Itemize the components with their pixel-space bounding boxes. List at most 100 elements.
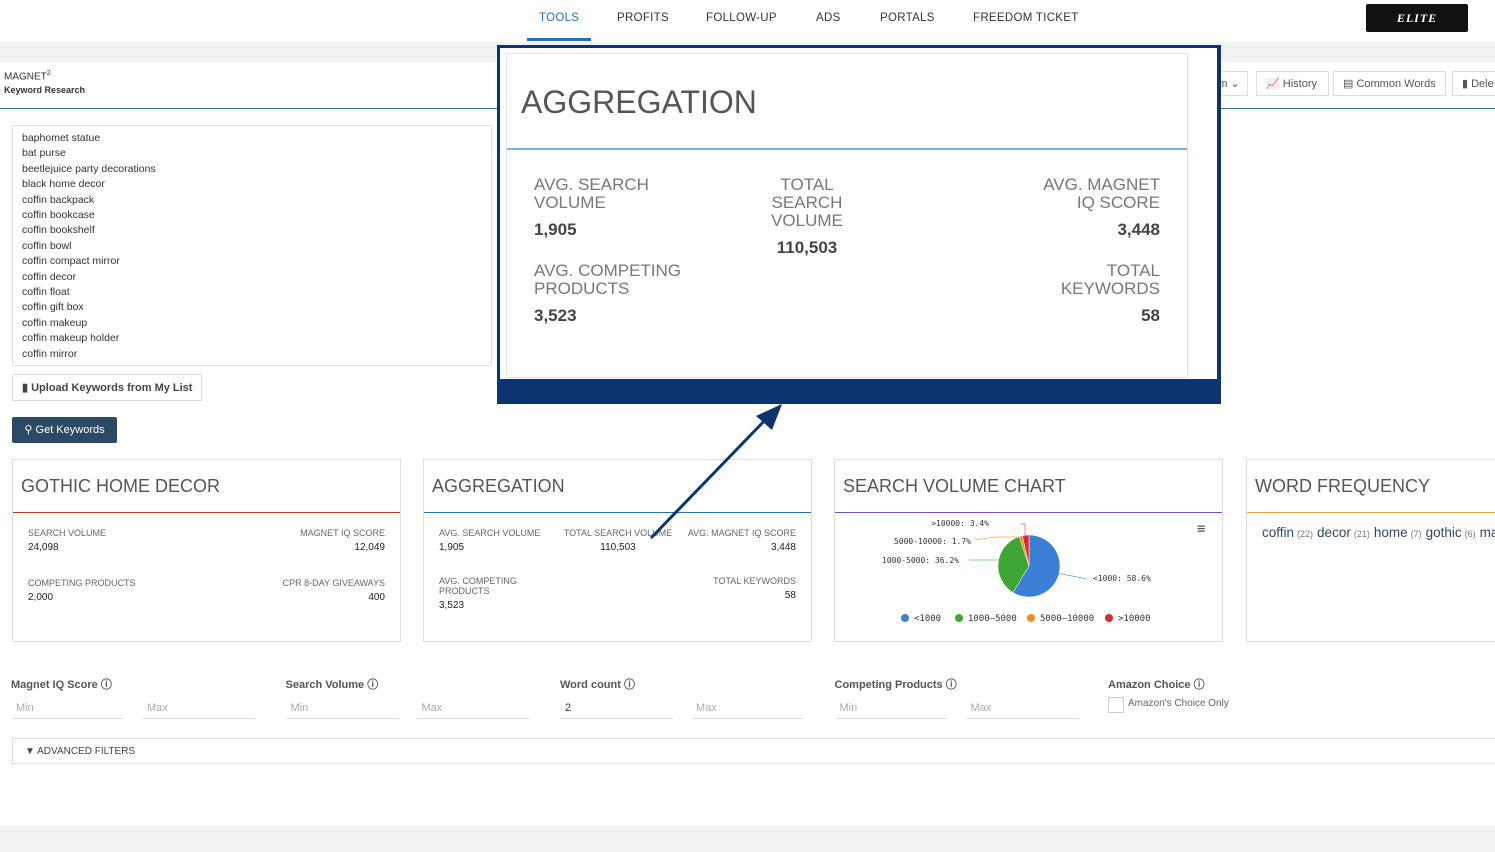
card-rule — [835, 512, 1222, 513]
metric-value: 3,523 — [439, 600, 465, 611]
zoom-metric-label: AVG. SEARCH VOLUME — [534, 175, 649, 212]
pie-slice — [997, 536, 1030, 593]
pie-chart: ≡ <1000: 58.6% 1000-5000: 36.2% 5000-10000… — [882, 519, 1206, 624]
upload-text: Upload Keywords from My List — [31, 382, 193, 394]
keyword-list: baphomet statue bat purse beetlejuice part… — [13, 126, 491, 365]
leader — [974, 536, 1023, 541]
filter-max[interactable]: Max — [691, 697, 804, 719]
card-rule — [1247, 512, 1495, 513]
pie-slice — [1022, 534, 1030, 567]
gothic-card: GOTHIC HOME DECOR SEARCH VOLUME 24,098 MAGN… — [12, 459, 401, 642]
advanced-filters[interactable]: ▼ ADVANCED FILTERS — [12, 738, 1495, 764]
legend-dot — [1105, 614, 1113, 622]
app-title: MAGNET — [4, 71, 47, 83]
nav-item[interactable]: FREEDOM TICKET — [973, 12, 1079, 24]
keyword: coffin float — [22, 286, 70, 299]
zoom-metric-label: AVG. MAGNET IQ SCORE — [1043, 175, 1160, 212]
menu-icon[interactable]: ≡ — [1197, 521, 1205, 537]
filter-min[interactable]: Min — [834, 697, 948, 719]
leader — [1021, 523, 1026, 537]
zoom-metric-label: TOTAL SEARCH VOLUME — [771, 175, 843, 230]
keyword: coffin bookcase — [22, 209, 95, 222]
word: decor — [1317, 525, 1351, 540]
filter-max[interactable]: Max — [142, 697, 255, 719]
word: makeup — [1479, 525, 1495, 540]
metric-value: 3,448 — [770, 542, 796, 553]
keyword: bat purse — [22, 147, 66, 160]
filter-min[interactable]: Min — [285, 697, 399, 719]
app-subtitle: Keyword Research — [4, 85, 86, 96]
metric: AVG. COMPETING PRODUCTS 3,523 — [439, 576, 549, 611]
word-count: (6) — [1464, 529, 1476, 539]
keyword: coffin compact mirror — [22, 255, 120, 268]
filter-label: Word count ⓘ — [560, 679, 635, 691]
nav-item[interactable]: TOOLS — [539, 12, 580, 24]
footer-band — [0, 826, 1495, 852]
nav-item[interactable]: PROFITS — [617, 12, 669, 24]
keyword: black home decor — [22, 178, 105, 191]
get-keywords-button[interactable]: ⚲ Get Keywords — [12, 417, 117, 443]
filter-label-text: Word count — [560, 679, 621, 691]
word: home — [1373, 525, 1408, 540]
nav-item[interactable]: ADS — [816, 12, 841, 24]
legend-label: 1000–5000 — [968, 614, 1017, 624]
elite-badge[interactable]: ELITE — [1366, 4, 1468, 32]
app-sup: 2 — [46, 70, 51, 77]
card-rule — [13, 512, 400, 513]
legend-dot — [1027, 614, 1035, 622]
metric-label: AVG. MAGNET IQ SCORE — [687, 528, 796, 538]
legend-dot — [955, 614, 963, 622]
get-keywords-text: Get Keywords — [35, 424, 105, 436]
filter-max[interactable]: Max — [416, 697, 530, 719]
zoom-metric-value: 1,905 — [534, 220, 577, 239]
filter-min[interactable]: 2 — [560, 697, 673, 719]
header: MAGNET2 Keyword Research — [4, 70, 85, 95]
metric: TOTAL SEARCH VOLUME 110,503 — [563, 528, 673, 553]
keyword: coffin mirror — [22, 347, 78, 360]
keyword: coffin backpack — [22, 193, 95, 206]
metric-value: 110,503 — [600, 542, 636, 553]
word: gothic — [1425, 525, 1462, 540]
zoom-panel: AGGREGATION AVG. SEARCH VOLUME 1,905 TOTAL … — [497, 45, 1221, 382]
leader — [1056, 572, 1088, 580]
slice-label: >10000: 3.4% — [931, 519, 989, 528]
metric: MAGNET IQ SCORE 12,049 — [275, 528, 385, 553]
keyword: baphomet statue — [22, 132, 101, 144]
metric-value: 1,905 — [439, 542, 465, 553]
zoom-metric: TOTAL KEYWORDS 58 — [1040, 262, 1160, 326]
legend-label: >10000 — [1118, 614, 1151, 624]
toolbar-button[interactable]: ▮ Dele — [1452, 71, 1495, 96]
legend-dot — [901, 614, 909, 622]
word-list: coffin(22)decor(21)home(7)gothic(6)makeu… — [1262, 522, 1495, 546]
zoom-metric-value: 58 — [1141, 306, 1160, 325]
toolbar-button[interactable]: 📈 History — [1256, 71, 1329, 96]
card-title: SEARCH VOLUME CHART — [843, 476, 1066, 496]
word-card: WORD FREQUENCY coffin (22) decor (21) home (7)… — [1246, 459, 1495, 642]
nav-item[interactable]: PORTALS — [880, 12, 935, 24]
filter-label: Magnet IQ Score ⓘ — [11, 679, 112, 691]
metric-label: AVG. SEARCH VOLUME — [439, 528, 541, 538]
nav-item[interactable]: FOLLOW-UP — [706, 12, 777, 24]
keyword: coffin makeup holder — [22, 332, 120, 345]
keyword-box[interactable]: baphomet statue bat purse beetlejuice part… — [12, 125, 492, 366]
filter-max[interactable]: Max — [965, 697, 1079, 719]
zoom-metric-value: 110,503 — [776, 238, 838, 257]
filter-label-text: Magnet IQ Score — [11, 679, 98, 691]
keyword: coffin bookshelf — [22, 224, 95, 237]
toolbar-button[interactable]: ▤ Common Words — [1333, 71, 1446, 96]
metric-value: 58 — [784, 590, 796, 601]
zoom-metric: AVG. SEARCH VOLUME 1,905 — [534, 176, 654, 240]
amazon-checkbox[interactable] — [1108, 697, 1124, 713]
metric-value: 400 — [368, 592, 385, 603]
filter-label: Search Volume ⓘ — [285, 679, 379, 691]
metric-label: TOTAL KEYWORDS — [713, 576, 796, 586]
filter-label: Competing Products ⓘ — [834, 679, 957, 691]
upload-button[interactable]: ▮ Upload Keywords from My List — [12, 374, 202, 401]
filter-min[interactable]: Min — [11, 697, 124, 719]
keyword: coffin makeup — [22, 316, 88, 329]
top-nav — [0, 0, 1495, 42]
card-title: GOTHIC HOME DECOR — [21, 476, 221, 496]
toolbar-partial-text: m — [1218, 78, 1228, 90]
slice-label: 5000-10000: 1.7% — [894, 537, 971, 546]
metric-label: CPR 8-DAY GIVEAWAYS — [282, 578, 385, 588]
